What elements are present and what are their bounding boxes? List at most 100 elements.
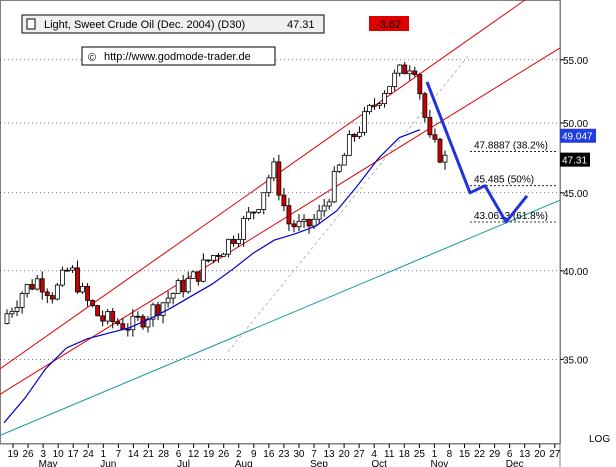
x-tick-label: 27 [354,449,366,460]
fibonacci-label: 45.485 (50%) [474,175,534,186]
candle-body [372,104,377,107]
candle-body [316,210,322,220]
candle-body [175,280,181,294]
candle-body [251,211,257,214]
candle-body [70,267,75,271]
candle-body [351,134,357,137]
x-axis-ticks: 19 26 3 10 17 24 1 7 14 21 28 6 12 19 26 2 9 16 23 30 7 13 20 2… [7,444,561,467]
candle-body [200,259,206,282]
x-tick-label: 10 [53,449,65,460]
candle-body [85,285,90,301]
candle-body [341,154,347,166]
candle-body [150,304,156,320]
x-tick-label: 25 [414,449,426,460]
fibonacci-levels: 47.8887 (38.2%)45.485 (50%)43.0613 (61.8… [470,141,557,223]
projection-path [425,81,529,224]
x-tick-label: 8 [447,449,453,460]
candle-body [44,291,50,296]
x-tick-label: 15 [459,449,471,460]
last-price-value: 47.31 [287,19,315,31]
candle-body [80,285,85,293]
candle-body [442,154,448,163]
x-tick-label: 21 [143,449,155,460]
candle-body [256,209,262,213]
candle-body [271,161,277,179]
x-tick-label: 20 [534,449,546,460]
x-month-label: Aug [235,459,253,467]
candle-body [246,211,252,219]
support-line [0,199,561,436]
candle-body [165,297,171,304]
x-month-label: Nov [431,459,449,467]
candle-body [266,177,272,194]
y-tick-label: 35.00 [563,355,588,366]
log-scale-label: LOG [589,434,610,445]
source-url[interactable]: http://www.godmode-trader.de [104,51,251,63]
x-month-label: Sep [310,459,328,467]
candle-body [357,131,362,137]
x-tick-label: 26 [218,449,230,460]
candle-body [54,284,60,300]
y-axis-ticks: 35.00 40.00 45.00 50.00 55.00 LOG [560,56,610,445]
y-tick-label: 45.00 [563,189,588,200]
candle-body [326,201,332,207]
url-box [81,46,276,66]
last-price-badge-label: 47.31 [562,156,587,167]
candle-body [331,171,337,203]
candle-body [397,64,403,74]
candle-body [110,311,116,323]
candle-body [34,278,40,290]
candle-body [377,103,382,106]
candle-body [75,267,80,293]
candle-body [125,328,131,331]
candle-body [24,284,30,294]
candle-body [14,307,20,312]
candle-body [9,310,15,315]
x-tick-label: 6 [176,449,182,460]
candle-body [306,218,312,227]
candle-body [95,305,101,317]
x-tick-label: 30 [293,449,305,460]
candle-body [362,111,367,133]
x-tick-label: 11 [384,449,395,460]
x-tick-label: 7 [311,449,317,460]
candle-body [367,104,372,113]
candle-body [211,255,216,261]
candle-body [221,253,226,257]
channel-upper-line [0,0,526,370]
candle-body [412,70,418,76]
x-tick-label: 17 [68,449,80,460]
right-price-badges: 49.047 47.31 [560,128,596,167]
x-tick-label: 19 [7,449,19,460]
x-tick-label: 19 [203,449,215,460]
instrument-header: Light, Sweet Crude Oil (Dec. 2004) (D30)… [21,14,409,34]
candle-body [195,271,201,282]
moving-average-line [3,129,421,424]
candle-body [4,313,10,325]
candle-body [120,323,126,330]
x-tick-label: 24 [83,449,95,460]
candle-body [427,116,433,136]
candle-body [311,218,317,227]
x-month-label: Oct [371,459,387,467]
x-tick-label: 1 [101,449,107,460]
y-tick-label: 50.00 [563,119,588,130]
x-tick-label: 2 [236,449,242,460]
candle-body [39,278,45,293]
x-tick-label: 6 [507,449,513,460]
moving-average-badge [560,128,596,143]
candle-body [402,64,408,75]
candle-body [65,269,70,272]
x-month-label: May [39,459,58,467]
candle-body [155,304,161,316]
candle-body [286,205,292,225]
x-tick-label: 22 [474,449,486,460]
candle-body [407,70,413,75]
candle-body [115,321,121,325]
x-tick-label: 20 [339,449,351,460]
instrument-title: Light, Sweet Crude Oil (Dec. 2004) (D30) [44,19,245,31]
candle-body [382,92,387,105]
x-month-label: Jun [100,459,116,467]
